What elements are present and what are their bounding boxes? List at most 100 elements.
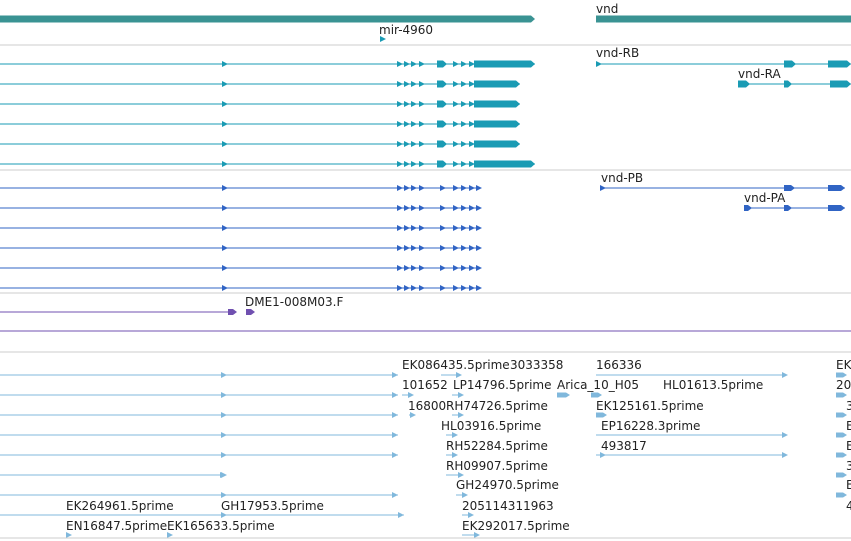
est-label[interactable]: 3 <box>846 459 851 473</box>
strand-arrow <box>461 205 467 211</box>
strand-arrow <box>453 205 459 211</box>
strand-arrow <box>408 392 414 398</box>
strand-arrow <box>474 532 480 538</box>
strand-arrow <box>397 265 403 271</box>
est-label[interactable]: RH52284.5prime <box>446 439 548 453</box>
strand-arrow <box>411 161 417 167</box>
strand-arrow <box>453 265 459 271</box>
strand-arrow <box>461 101 467 107</box>
gene-label-vnd[interactable]: vnd <box>596 2 619 16</box>
est-label[interactable]: EK125161.5prime <box>596 399 704 413</box>
strand-arrow <box>222 245 228 251</box>
exon-tip <box>843 492 847 498</box>
strand-arrow <box>221 412 227 418</box>
strand-arrow <box>411 141 417 147</box>
strand-arrow <box>397 225 403 231</box>
strand-arrow <box>440 285 446 291</box>
strand-arrow <box>419 265 425 271</box>
exon-block <box>596 412 603 418</box>
strand-arrow <box>411 225 417 231</box>
strand-arrow <box>404 61 410 67</box>
strand-arrow <box>782 432 788 438</box>
strand-arrow <box>222 265 228 271</box>
strand-arrow <box>404 161 410 167</box>
strand-arrow <box>469 285 475 291</box>
strand-arrow <box>476 185 482 191</box>
exon-block <box>828 185 841 191</box>
strand-arrow <box>221 372 227 378</box>
est-label[interactable]: Arica_10_H05 <box>557 378 639 392</box>
strand-arrow <box>411 285 417 291</box>
transcript-label-vnd-rb[interactable]: vnd-RB <box>596 46 640 60</box>
exon-block <box>0 15 531 23</box>
est-label[interactable]: 20 <box>836 378 851 392</box>
exon-block <box>437 160 443 168</box>
strand-arrow <box>440 225 446 231</box>
est-label[interactable]: 493817 <box>601 439 647 453</box>
strand-arrow <box>453 225 459 231</box>
strand-arrow <box>469 185 475 191</box>
strand-arrow <box>419 61 425 67</box>
est-label[interactable]: RH74726.5prime <box>446 399 548 413</box>
est-label[interactable]: EK086435.5prime <box>402 358 510 372</box>
exon-block <box>591 392 598 398</box>
exon-block <box>744 205 748 211</box>
est-label[interactable]: EK165633.5prime <box>167 519 275 533</box>
primer-label[interactable]: DME1-008M03.F <box>245 295 344 309</box>
est-label[interactable]: HL01613.5prime <box>663 378 764 392</box>
est-label[interactable]: 16800 <box>408 399 447 413</box>
est-label[interactable]: GH24970.5prime <box>456 478 559 492</box>
est-label[interactable]: E <box>846 439 851 453</box>
est-label[interactable]: E <box>846 419 851 433</box>
est-label[interactable]: 205114311963 <box>462 499 554 513</box>
exon-block <box>246 309 251 315</box>
strand-arrow <box>461 81 467 87</box>
transcript-label-vnd-ra[interactable]: vnd-RA <box>738 67 781 81</box>
strand-arrow <box>452 452 458 458</box>
est-label[interactable]: 3 <box>846 399 851 413</box>
est-label[interactable]: 101652 <box>402 378 448 392</box>
strand-arrow <box>222 285 228 291</box>
exon-block <box>474 100 516 108</box>
exon-tip <box>516 120 520 128</box>
est-label[interactable]: EN16847.5prime <box>66 519 168 533</box>
strand-arrow <box>410 412 416 418</box>
est-label[interactable]: 3033358 <box>510 358 564 372</box>
est-label[interactable]: 4 <box>846 499 851 513</box>
est-label[interactable]: GH17953.5prime <box>221 499 324 513</box>
strand-arrow <box>453 121 459 127</box>
strand-arrow <box>469 81 475 87</box>
exon-block <box>836 392 843 398</box>
strand-arrow <box>392 392 398 398</box>
exon-tip <box>603 412 607 418</box>
strand-arrow <box>404 205 410 211</box>
strand-arrow <box>222 185 228 191</box>
est-label[interactable]: E <box>846 478 851 492</box>
strand-arrow <box>397 185 403 191</box>
strand-arrow <box>380 36 386 42</box>
strand-arrow <box>404 185 410 191</box>
strand-arrow <box>453 185 459 191</box>
strand-arrow <box>600 185 606 191</box>
strand-arrow <box>221 432 227 438</box>
strand-arrow <box>397 61 403 67</box>
strand-arrow <box>404 245 410 251</box>
strand-arrow <box>411 185 417 191</box>
est-label[interactable]: EK292017.5prime <box>462 519 570 533</box>
strand-arrow <box>469 265 475 271</box>
strand-arrow <box>411 101 417 107</box>
est-label[interactable]: EK264961.5prime <box>66 499 174 513</box>
est-label[interactable]: LP14796.5prime <box>453 378 552 392</box>
exon-tip <box>531 60 535 68</box>
est-label[interactable]: HL03916.5prime <box>441 419 542 433</box>
est-label[interactable]: EK <box>836 358 851 372</box>
est-label[interactable]: 166336 <box>596 358 642 372</box>
protein-label-vnd-pa[interactable]: vnd-PA <box>744 191 786 205</box>
protein-label-vnd-pb[interactable]: vnd-PB <box>601 171 644 185</box>
mirna-label[interactable]: mir-4960 <box>379 23 434 37</box>
strand-arrow <box>461 61 467 67</box>
est-label[interactable]: EP16228.3prime <box>601 419 701 433</box>
exon-block <box>437 120 443 128</box>
est-label[interactable]: RH09907.5prime <box>446 459 548 473</box>
exon-tip <box>847 60 851 68</box>
